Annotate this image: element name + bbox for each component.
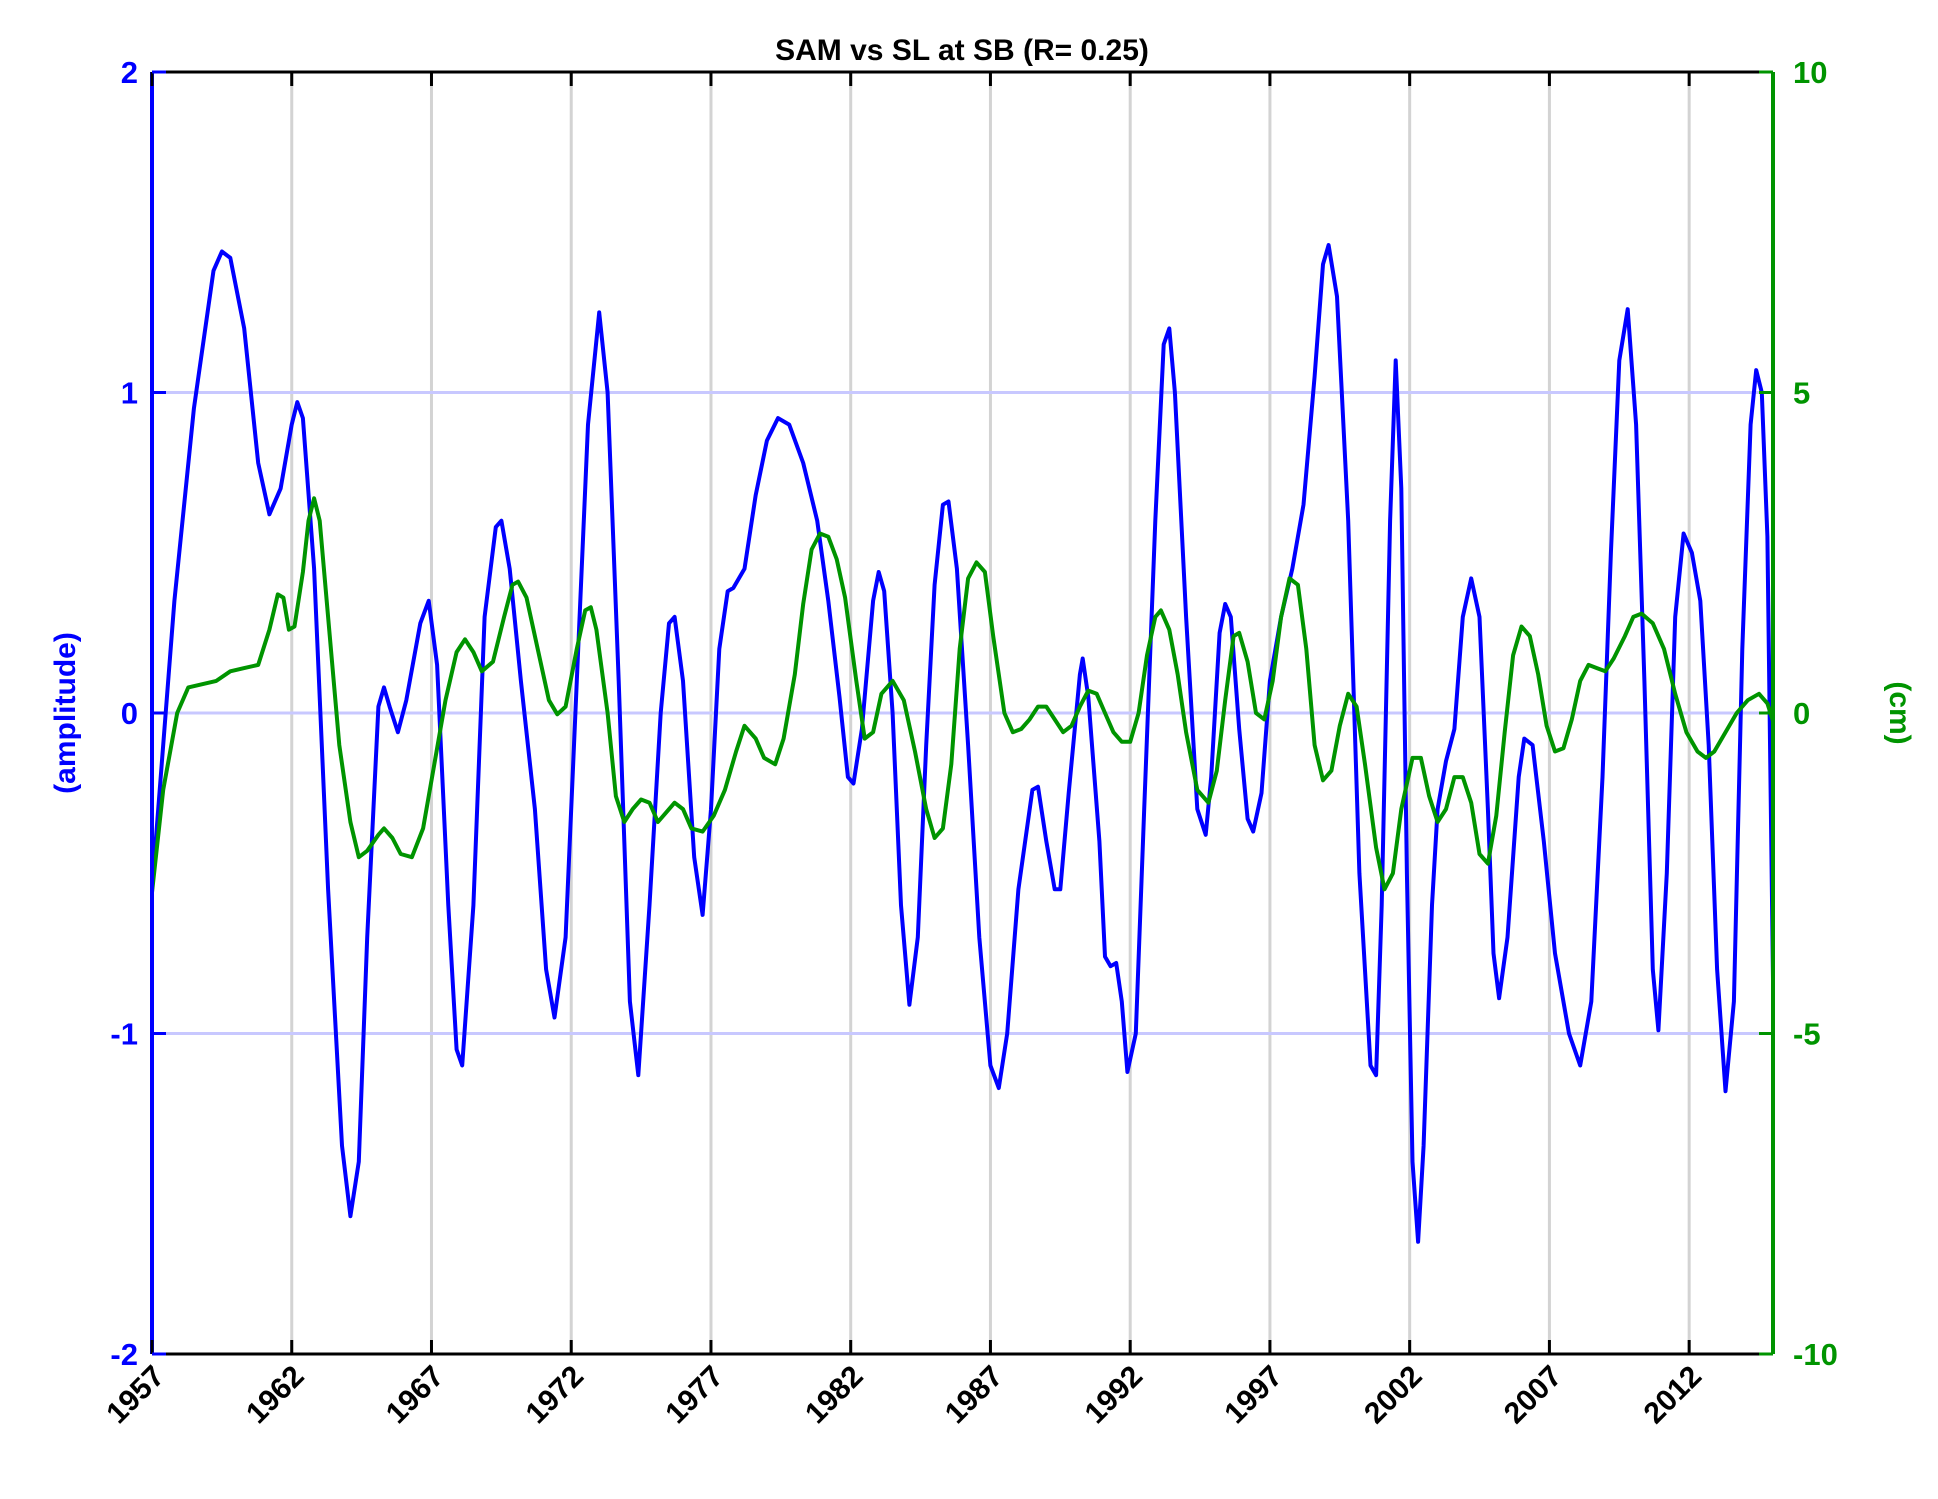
- right-tick-label: 5: [1793, 376, 1810, 411]
- left-tick-label: -2: [110, 1337, 138, 1372]
- left-tick-label: 1: [121, 376, 138, 411]
- right-axis-label: (cm): [1883, 681, 1916, 744]
- series-group: [152, 243, 1773, 1244]
- grid: [150, 70, 1773, 1356]
- right-tick-label: -10: [1793, 1337, 1838, 1372]
- right-tick-label: 10: [1793, 55, 1827, 90]
- sam-amplitude-line: [152, 243, 1773, 1244]
- sea-level-line: [152, 496, 1773, 893]
- right-tick-label: 0: [1793, 696, 1810, 731]
- left-axis-label: (amplitude): [49, 632, 82, 794]
- right-tick-label: -5: [1793, 1017, 1821, 1052]
- left-tick-label: -1: [110, 1017, 138, 1052]
- chart-title: SAM vs SL at SB (R= 0.25): [775, 34, 1149, 67]
- left-tick-label: 2: [121, 55, 138, 90]
- left-tick-label: 0: [121, 696, 138, 731]
